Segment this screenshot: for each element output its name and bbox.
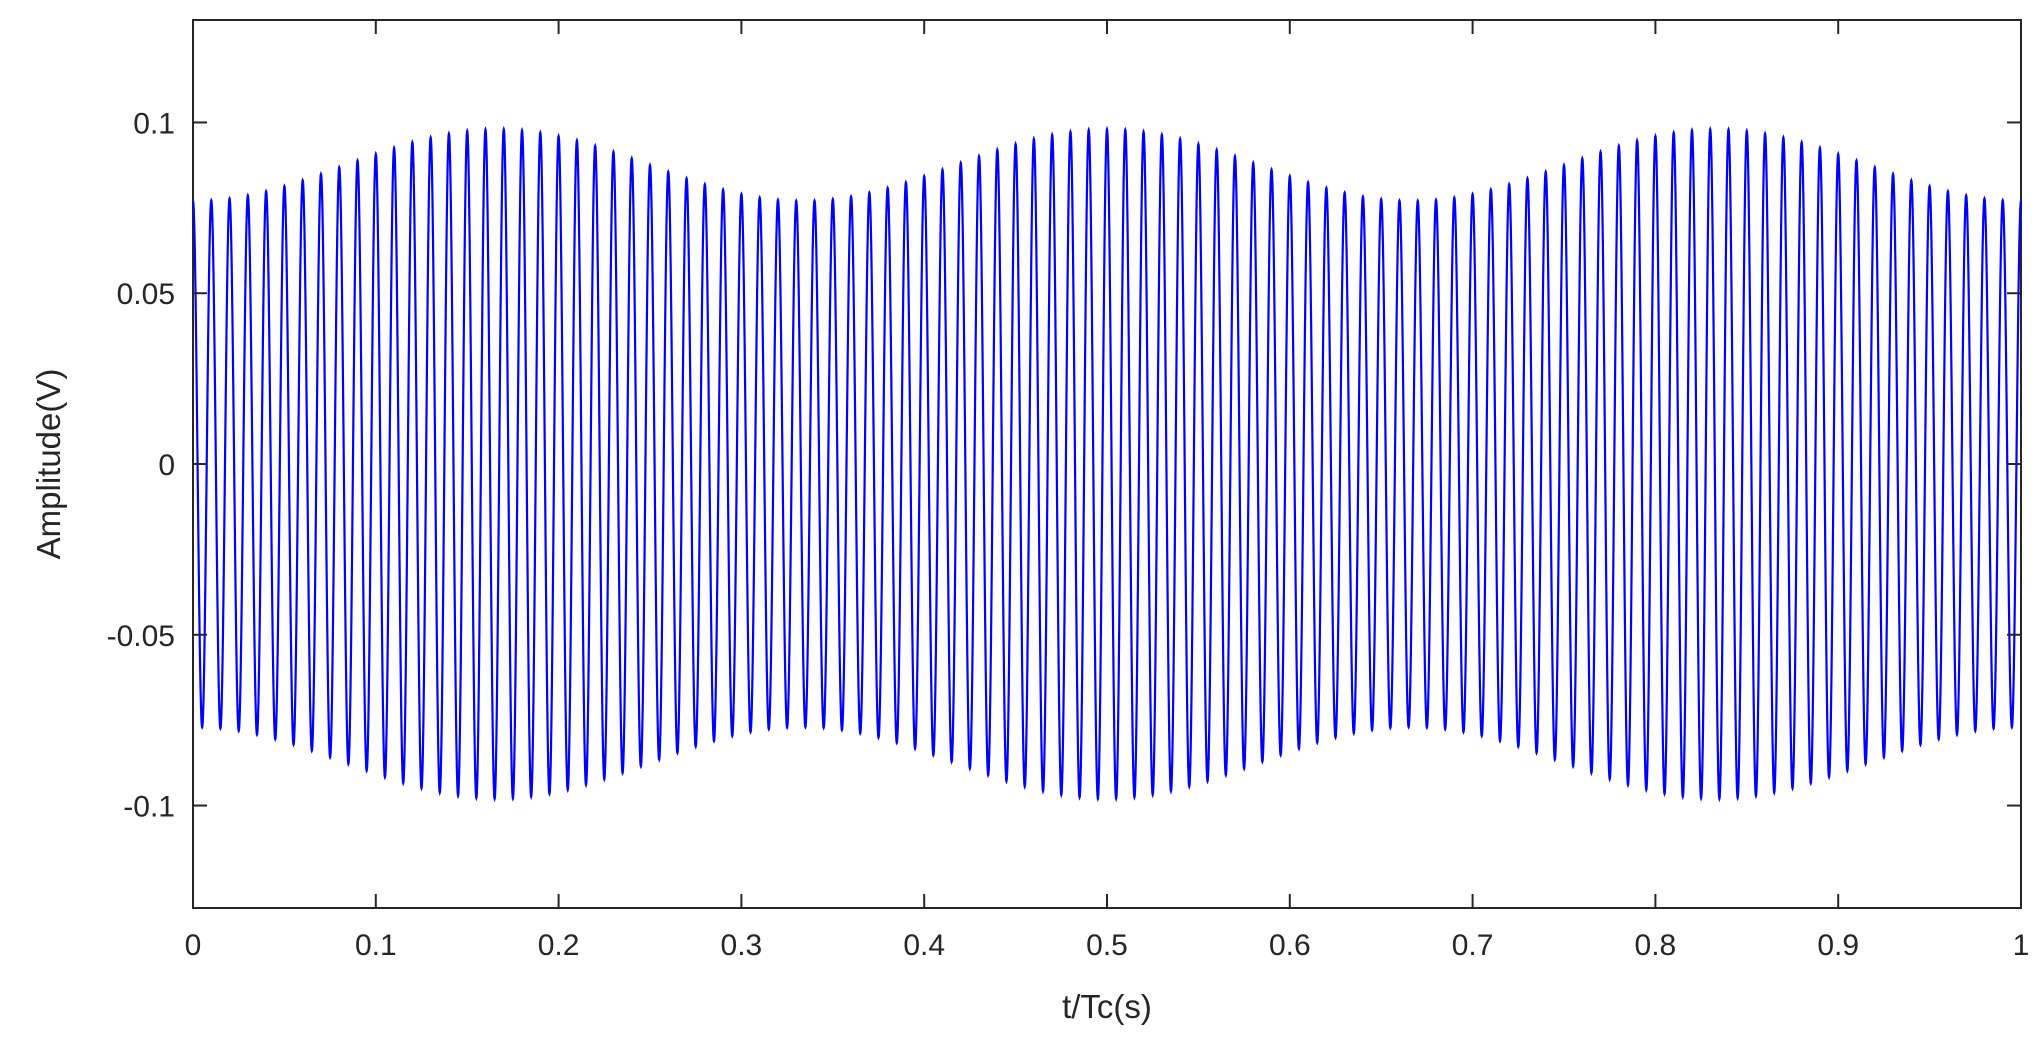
- y-axis: 0.1 0.05 0 -0.05 -0.1: [107, 107, 2021, 824]
- y-tick-label: 0.1: [133, 107, 175, 140]
- y-tick-label: -0.05: [107, 620, 175, 653]
- x-tick-label: 1: [2013, 929, 2030, 962]
- x-tick-label: 0.6: [1269, 929, 1311, 962]
- x-tick-label: 0.9: [1817, 929, 1859, 962]
- x-axis: 0 0.1 0.2 0.3 0.4 0.5 0.6 0.7 0.8 0.9 1: [185, 20, 2030, 962]
- y-tick-label: 0: [158, 449, 175, 482]
- y-axis-label: Amplitude(V): [30, 369, 67, 560]
- y-tick-label: 0.05: [117, 278, 175, 311]
- x-tick-label: 0.1: [355, 929, 397, 962]
- x-tick-label: 0.5: [1086, 929, 1128, 962]
- x-tick-label: 0: [185, 929, 202, 962]
- plot-area: [191, 19, 2023, 909]
- x-tick-label: 0.8: [1635, 929, 1677, 962]
- x-tick-label: 0.7: [1452, 929, 1494, 962]
- x-axis-label: t/Tc(s): [1062, 988, 1152, 1025]
- x-tick-label: 0.3: [721, 929, 763, 962]
- y-tick-label: -0.1: [123, 791, 175, 824]
- x-tick-label: 0.2: [538, 929, 580, 962]
- x-tick-label: 0.4: [903, 929, 945, 962]
- signal-line: [191, 125, 2023, 803]
